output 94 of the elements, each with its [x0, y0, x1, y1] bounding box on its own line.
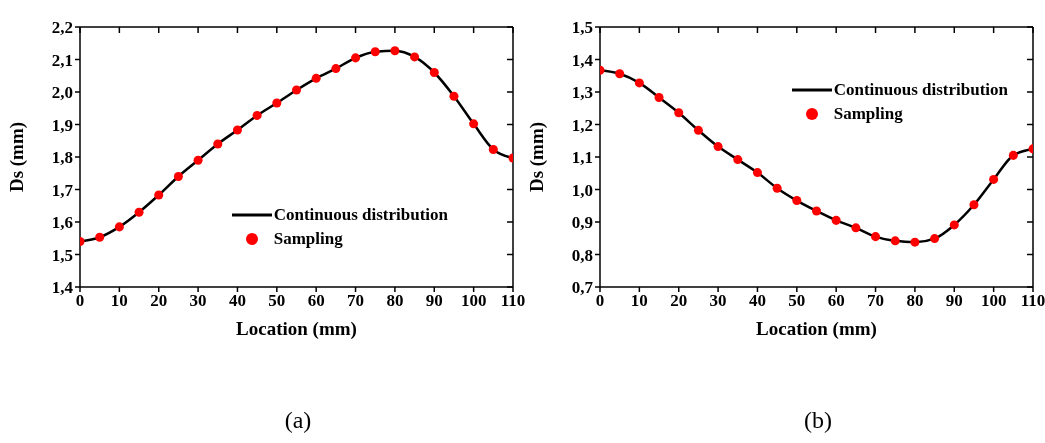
legend-label: Sampling — [833, 104, 903, 124]
x-tick-label: 80 — [906, 291, 924, 311]
y-axis-title: Ds (mm) — [5, 121, 28, 193]
point — [449, 91, 459, 101]
x-tick-label: 10 — [630, 291, 648, 311]
point — [811, 206, 822, 216]
x-tick-label: 80 — [386, 291, 404, 311]
point — [351, 53, 361, 63]
point — [232, 125, 242, 135]
x-tick-label: 90 — [945, 291, 963, 311]
x-tick-label: 0 — [75, 291, 85, 311]
point — [95, 232, 105, 242]
y-axis-title: Ds (mm) — [525, 121, 548, 193]
point — [910, 237, 920, 247]
y-tick-label: 1,3 — [571, 83, 593, 103]
point — [634, 78, 644, 88]
x-tick-label: 30 — [189, 291, 207, 311]
y-tick-label: 1,1 — [571, 148, 593, 168]
x-axis-title: Location (mm) — [756, 318, 877, 340]
point — [733, 155, 743, 165]
y-tick-label: 1,5 — [571, 18, 593, 38]
point — [1008, 150, 1018, 160]
x-tick-label: 30 — [709, 291, 727, 311]
point — [890, 236, 900, 246]
x-tick-label: 40 — [748, 291, 766, 311]
y-tick-label: 1,6 — [51, 213, 73, 233]
point — [488, 145, 498, 155]
point — [713, 142, 723, 152]
point — [193, 155, 203, 165]
y-tick-label: 1,5 — [51, 245, 73, 265]
point — [291, 85, 302, 95]
point — [272, 98, 282, 108]
point — [469, 119, 479, 129]
point — [252, 110, 262, 120]
y-tick-label: 2,2 — [51, 18, 73, 38]
y-tick-label: 1,7 — [51, 180, 74, 200]
legend-label: Continuous distribution — [273, 205, 448, 225]
x-tick-label: 110 — [1020, 291, 1045, 311]
x-tick-label: 40 — [228, 291, 246, 311]
x-tick-label: 10 — [110, 291, 128, 311]
text: (b) — [803, 407, 833, 434]
y-tick-label: 2,0 — [51, 83, 73, 103]
point — [134, 207, 144, 217]
x-tick-label: 100 — [460, 291, 487, 311]
x-tick-label: 90 — [425, 291, 443, 311]
point — [792, 196, 802, 206]
x-tick-label: 60 — [307, 291, 325, 311]
point — [390, 46, 400, 56]
x-tick-label: 100 — [980, 291, 1007, 311]
x-tick-label: 110 — [500, 291, 526, 311]
point — [114, 222, 124, 232]
point — [851, 223, 861, 233]
point — [969, 200, 979, 210]
y-tick-label: 2,1 — [51, 50, 73, 70]
x-tick-label: 70 — [347, 291, 365, 311]
x-tick-label: 0 — [595, 291, 605, 311]
point — [154, 190, 164, 200]
x-tick-label: 20 — [150, 291, 168, 311]
point — [311, 73, 321, 83]
x-tick-label: 50 — [268, 291, 286, 311]
legend-label: Sampling — [273, 229, 343, 249]
point — [752, 168, 762, 178]
y-tick-label: 1,4 — [51, 278, 74, 298]
point — [654, 93, 664, 103]
point — [370, 47, 380, 57]
y-tick-label: 0,8 — [571, 245, 593, 265]
y-tick-label: 0,7 — [571, 278, 594, 298]
x-tick-label: 60 — [827, 291, 845, 311]
x-tick-label: 70 — [867, 291, 885, 311]
point — [615, 69, 625, 79]
point — [331, 64, 341, 74]
point — [930, 234, 940, 244]
y-tick-label: 1,0 — [571, 180, 593, 200]
point — [429, 67, 439, 78]
point — [831, 215, 841, 225]
legend-label: Continuous distribution — [833, 80, 1008, 100]
point — [173, 171, 183, 182]
x-axis-title: Location (mm) — [236, 318, 357, 340]
text: (a) — [283, 407, 313, 434]
point — [772, 183, 782, 193]
point — [213, 139, 223, 149]
y-tick-label: 1,2 — [571, 115, 593, 135]
x-tick-label: 20 — [670, 291, 688, 311]
y-tick-label: 1,4 — [571, 50, 594, 70]
point — [871, 232, 881, 242]
point — [693, 125, 703, 135]
y-tick-label: 0,9 — [571, 213, 593, 233]
point — [410, 52, 420, 62]
point — [949, 220, 959, 230]
y-tick-label: 1,8 — [51, 148, 73, 168]
point — [989, 174, 999, 184]
x-tick-label: 50 — [788, 291, 806, 311]
point — [674, 108, 684, 118]
y-tick-label: 1,9 — [51, 115, 73, 135]
